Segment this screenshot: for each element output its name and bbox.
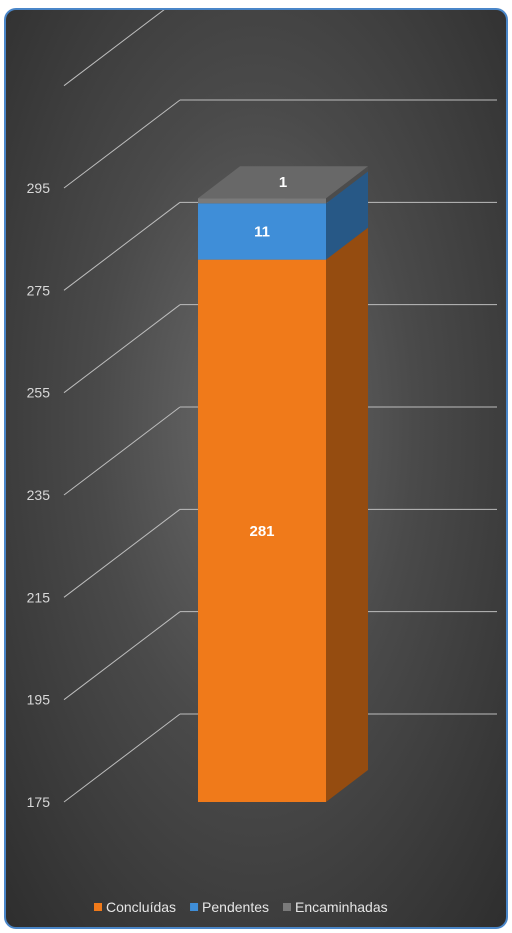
- chart-frame: 175 195 215 235 255 275 295 281 11 1 Concluídas P…: [4, 8, 508, 929]
- gridline-diagonal: [63, 10, 165, 87]
- legend-label-pendentes: Pendentes: [202, 899, 269, 915]
- legend-label-encaminhadas: Encaminhadas: [295, 899, 388, 915]
- bar-layer: [198, 166, 368, 803]
- bar-top-encaminhadas: [198, 166, 368, 199]
- gridline-diagonal: [63, 99, 181, 189]
- gridline-diagonal: [63, 406, 181, 496]
- y-tick-label: 255: [27, 385, 51, 401]
- legend-label-conclu-das: Concluídas: [106, 899, 176, 915]
- data-label-encaminhadas: 1: [279, 174, 287, 191]
- gridline-diagonal: [63, 508, 181, 598]
- bar-side-encaminhadas: [326, 166, 368, 204]
- bar-segment-pendentes: [198, 203, 326, 260]
- y-tick-label: 295: [27, 180, 51, 196]
- y-tick-label: 235: [27, 487, 51, 503]
- gridline-diagonal: [63, 304, 181, 394]
- bar-segment-conclu-das: [198, 259, 326, 803]
- data-label-conclu-das: 281: [249, 523, 274, 540]
- data-label-pendentes: 11: [254, 223, 270, 240]
- gridline-diagonal: [63, 713, 181, 803]
- gridline-diagonal: [63, 611, 181, 701]
- legend: Concluídas Pendentes Encaminhadas: [94, 899, 388, 915]
- y-tick-label: 215: [27, 589, 51, 605]
- bar-side-conclu-das: [326, 227, 368, 803]
- legend-swatch-pendentes: [190, 903, 199, 911]
- y-tick-label: 175: [27, 794, 51, 810]
- legend-swatch-conclu-das: [94, 903, 102, 911]
- gridline-diagonal: [63, 201, 181, 291]
- bar-side-pendentes: [326, 171, 368, 260]
- y-tick-label: 275: [27, 282, 51, 298]
- y-axis-ticks: 175 195 215 235 255 275 295: [27, 180, 51, 810]
- legend-swatch-encaminhadas: [283, 903, 291, 911]
- y-tick-label: 195: [27, 692, 51, 708]
- bar-segment-encaminhadas: [198, 198, 326, 204]
